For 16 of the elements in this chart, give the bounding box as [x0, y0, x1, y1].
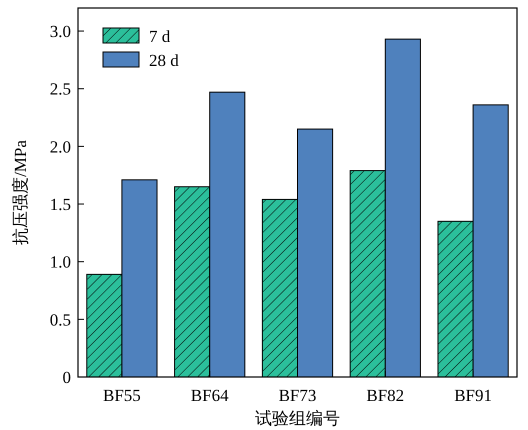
y-tick-label: 0.5 [50, 310, 71, 330]
y-axis-title: 抗压强度/MPa [11, 140, 30, 245]
legend-label: 7 d [149, 27, 171, 46]
y-tick-label: 1.5 [50, 195, 71, 214]
y-tick-label: 0 [62, 368, 71, 387]
legend-label: 28 d [149, 51, 180, 70]
x-tick-label: BF91 [454, 386, 492, 405]
y-tick-label: 2.0 [50, 137, 71, 156]
x-axis-title: 试验组编号 [255, 409, 340, 428]
x-tick-label: BF82 [366, 386, 404, 405]
y-tick-label: 3.0 [50, 22, 71, 42]
y-tick-label: 1.0 [50, 252, 71, 272]
x-tick-label: BF55 [103, 386, 141, 405]
x-tick-label: BF64 [190, 386, 230, 405]
y-tick-label: 2.5 [50, 80, 71, 99]
x-tick-label: BF73 [278, 386, 316, 405]
